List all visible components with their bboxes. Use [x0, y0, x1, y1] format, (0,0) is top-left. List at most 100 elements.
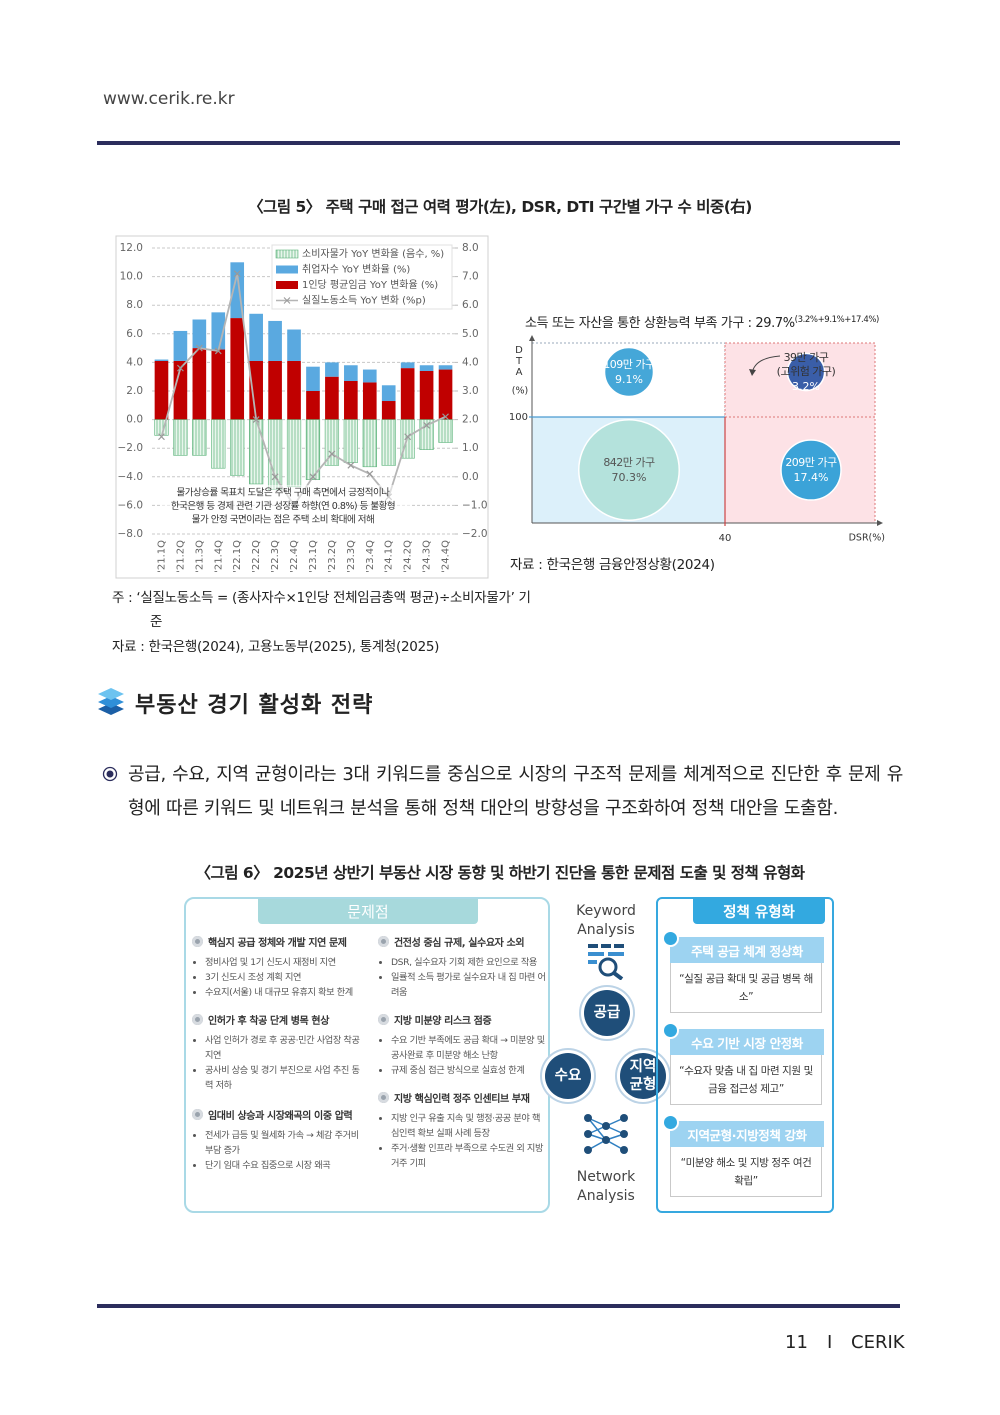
problem-item: 임대비 상승과 시장왜곡의 이중 압력전세가 급등 및 월세화 가속 → 체감 …	[192, 1107, 364, 1173]
problem-bullet-text: 단기 임대 수요 집중으로 시장 왜곡	[205, 1158, 364, 1173]
y-tick-label: 0.0	[126, 414, 143, 426]
page-number: 11	[785, 1332, 808, 1353]
problem-item: 인허가 후 착공 단계 병목 현상사업 인허가 경로 후 공공·민간 사업장 착…	[192, 1012, 364, 1093]
problem-item: 지방 미분양 리스크 점증수요 기반 부족에도 공급 확대 → 미분양 및 공사…	[378, 1012, 546, 1078]
problem-heading-row: 건전성 중심 규제, 실수요자 소외	[378, 934, 546, 949]
line-marker	[271, 473, 279, 481]
y-tick-label: 8.0	[126, 299, 143, 311]
x-tick-label: '24.4Q	[441, 540, 452, 573]
x-tick-label: '23.4Q	[365, 540, 376, 573]
keyword-node: 공급	[584, 990, 630, 1036]
icon-part	[598, 957, 618, 977]
problem-bullet-text: 정비사업 및 1기 신도시 재정비 지연	[205, 955, 364, 970]
problem-bullet-text: 3기 신도시 조성 계획 지연	[205, 970, 364, 985]
bar	[286, 419, 302, 488]
chart-source: 자료 : 한국은행(2024), 고용노동부(2025), 통계청(2025)	[112, 639, 440, 655]
problems-column: 핵심지 공급 정체와 개발 지연 문제정비사업 및 1기 신도시 재정비 지연3…	[192, 934, 364, 1185]
y-axis-label: DTA	[514, 345, 525, 378]
y-tick-label: 4.0	[126, 356, 143, 368]
footer-separator: I	[827, 1332, 833, 1353]
bar	[419, 365, 434, 371]
problem-bullet-text: 수요 기반 부족에도 공급 확대 → 미분양 및 공사완료 후 미분양 해소 난…	[391, 1033, 546, 1063]
y2-tick-label: 2.0	[462, 414, 479, 426]
x-tick-label: '21.2Q	[175, 540, 186, 573]
policy-text: “미분양 해소 및 지방 정주 여건 확립”	[670, 1147, 822, 1197]
legend-box	[271, 244, 453, 310]
problem-bullet-text: 규제 중심 접근 방식으로 실효성 한계	[391, 1063, 546, 1078]
y2-tick-label: 0.0	[462, 471, 479, 483]
network-label: Network Analysis	[576, 1169, 636, 1204]
problem-bullets: 지방 인구 유출 지속 및 행정·공공 분야 핵심인력 확보 실패 사례 등장주…	[378, 1111, 546, 1171]
line-marker	[366, 470, 374, 478]
bar	[306, 366, 320, 391]
legend-label: 1인당 평균임금 YoY 변화율 (%)	[302, 278, 438, 291]
y2-tick-label: 7.0	[462, 271, 479, 283]
policy-text: “수요자 맞춤 내 집 마련 지원 및 금융 접근성 제고”	[670, 1055, 822, 1105]
line-marker	[195, 344, 203, 352]
bar	[381, 419, 396, 466]
y2-tick-label: 8.0	[462, 242, 479, 254]
annotation: 물가 안정 국면이라는 점은 주택 소비 확대에 저해	[192, 514, 374, 526]
title-note: (3.2%+9.1%+17.4%)	[795, 315, 879, 325]
bar	[192, 348, 207, 420]
paragraph-bullet	[102, 766, 118, 782]
bubble	[578, 419, 680, 521]
bubble-arrow-head	[749, 369, 756, 376]
icon-part	[588, 952, 604, 956]
keyword-node: 지역 균형	[620, 1053, 666, 1099]
x-tick-label: '23.1Q	[308, 540, 319, 573]
y2-tick-label: 6.0	[462, 299, 479, 311]
problem-bullet	[192, 1109, 203, 1120]
line-marker	[233, 270, 241, 278]
footer-rule	[97, 1304, 900, 1308]
figure-title: 〈그림 6〉 2025년 상반기 부동산 시장 동향 및 하반기 진단을 통한 …	[195, 864, 805, 882]
chart-note: 주 : ‘실질노동소득 = (종사자수×1인당 전체임금총액 평균)÷소비자물가…	[112, 590, 531, 630]
annotation-bg	[160, 485, 410, 527]
x-tick-label: '21.3Q	[194, 540, 205, 573]
problem-heading: 임대비 상승과 시장왜곡의 이중 압력	[208, 1111, 353, 1122]
chart-source: 자료 : 한국은행 금융안정상황(2024)	[510, 557, 715, 573]
y2-tick-label: 5.0	[462, 328, 479, 340]
bar	[268, 360, 282, 420]
x-tick-label: '22.3Q	[270, 540, 281, 573]
policies-box	[656, 897, 834, 1213]
problem-bullet-text: 공사비 상승 및 경기 부진으로 사업 추진 동력 저하	[205, 1063, 364, 1093]
y-tick-label: −6.0	[118, 499, 144, 511]
legend-label: 소비자물가 YoY 변화율 (음수, %)	[302, 248, 444, 260]
bar	[343, 419, 358, 463]
figure5-charts: 12.0 10.0 8.0 6.0 4.0 2.0 0.0 −2.0 −4.0 −6.0 −8.0 8…	[115, 235, 885, 579]
y-tick-label: −2.0	[118, 442, 144, 454]
y-tick-label: −8.0	[118, 528, 144, 540]
problem-heading: 건전성 중심 규제, 실수요자 소외	[394, 938, 525, 949]
x-tick-label: '21.4Q	[213, 540, 224, 573]
title-text: 소득 또는 자산을 통한 상환능력 부족 가구 : 29.7%	[525, 316, 795, 331]
line-marker	[423, 421, 431, 429]
bar	[325, 362, 339, 377]
x-tick-label: '21.1Q	[156, 540, 167, 573]
y2-tick-label: −1.0	[462, 499, 488, 511]
icon-layer	[98, 688, 124, 700]
bullet-dot	[106, 770, 114, 778]
problem-bullets: 전세가 급등 및 월세화 가속 → 체감 주거비 부담 증가단기 임대 수요 집…	[192, 1128, 364, 1173]
bar	[362, 369, 377, 383]
bar	[438, 369, 453, 420]
problem-item: 핵심지 공급 정체와 개발 지연 문제정비사업 및 1기 신도시 재정비 지연3…	[192, 934, 364, 1000]
bar	[325, 376, 339, 420]
y-axis-arrow	[529, 335, 535, 341]
line-marker	[252, 416, 260, 424]
policy-title: 지역균형·지방정책 강화	[670, 1121, 824, 1147]
bar	[154, 359, 169, 361]
bar	[268, 320, 282, 361]
network-icon	[584, 1114, 628, 1154]
problem-bullet	[378, 1092, 389, 1103]
bar	[249, 360, 263, 420]
x-tick-label: '24.1Q	[384, 540, 395, 573]
line-marker	[328, 450, 336, 458]
bar	[154, 360, 169, 420]
line-marker	[309, 473, 317, 481]
bubble-value: 3.2%	[792, 380, 820, 393]
keyword-node: 수요	[545, 1053, 591, 1099]
icon-layer	[98, 703, 124, 715]
bar	[267, 419, 283, 490]
bar	[306, 391, 320, 420]
